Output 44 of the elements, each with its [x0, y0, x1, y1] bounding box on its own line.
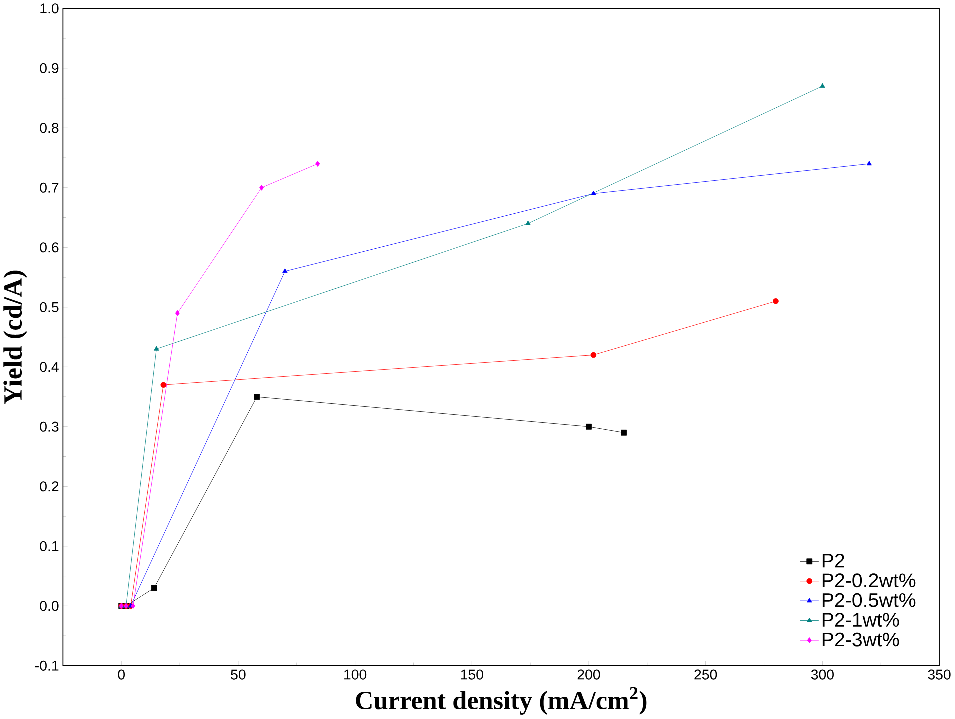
x-tick-label: 250 — [694, 670, 718, 680]
y-tick-label: 0.6 — [40, 242, 59, 253]
point — [526, 221, 531, 226]
y-tick-label: 0.1 — [40, 542, 59, 552]
point — [254, 394, 260, 400]
point — [131, 603, 136, 610]
y-tick-label: 0.9 — [40, 64, 59, 74]
x-tick-label: 150 — [461, 670, 484, 680]
x-axis-title: Current density (mA/cm$^{2}$) — [356, 688, 647, 716]
x-tick-label: 300 — [811, 670, 834, 680]
point — [586, 424, 592, 430]
legend-label: P2 — [822, 554, 844, 568]
point — [316, 161, 320, 168]
point — [591, 191, 596, 196]
y-tick-label: 0.2 — [40, 482, 59, 492]
y-tick-label: 0.3 — [40, 422, 59, 432]
point — [154, 346, 160, 352]
x-tick-label: 100 — [344, 670, 367, 680]
legend-label: P2-0.2wt% — [822, 574, 916, 588]
y-tick-label: 0.7 — [40, 183, 59, 194]
y-tick-label: -0.1 — [36, 661, 59, 672]
point — [151, 585, 158, 592]
point — [820, 84, 826, 88]
point — [773, 298, 779, 305]
point — [260, 185, 264, 192]
point — [175, 310, 180, 317]
point — [590, 352, 597, 358]
y-tick-label: 0.4 — [40, 362, 59, 372]
x-tick-label: 0 — [118, 670, 126, 680]
point — [621, 430, 627, 436]
x-tick-label: 50 — [231, 670, 246, 680]
legend-label: P2-3wt% — [822, 633, 900, 647]
legend-label: P2-0.5wt% — [822, 594, 916, 608]
point — [160, 382, 167, 388]
point — [866, 161, 872, 166]
y-axis-title: Yield (cd/A) — [4, 271, 28, 405]
y-tick-label: 0.0 — [40, 601, 59, 612]
x-tick-label: 350 — [928, 670, 951, 680]
y-tick-label: 1.0 — [40, 4, 59, 14]
y-tick-label: 0.8 — [40, 123, 59, 134]
legend-label: P2-1wt% — [822, 613, 900, 628]
x-tick-label: 200 — [578, 670, 600, 680]
y-tick-label: 0.5 — [40, 302, 59, 313]
point — [282, 268, 288, 274]
